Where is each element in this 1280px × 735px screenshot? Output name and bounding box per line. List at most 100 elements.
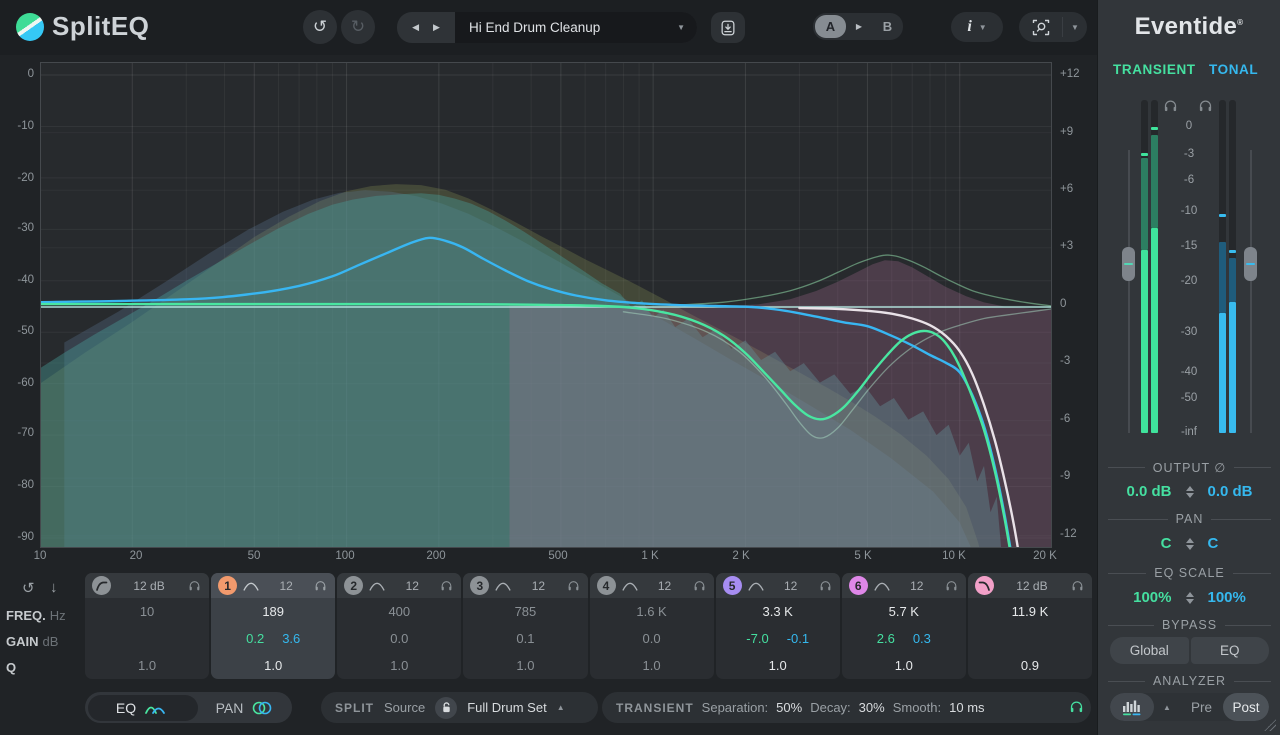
pan-tonal-value[interactable]: C xyxy=(1208,535,1219,552)
band-q-value[interactable]: 1.0 xyxy=(895,658,913,673)
band-freq-value[interactable]: 400 xyxy=(388,604,410,619)
band-3-badge[interactable]: 3 xyxy=(470,576,489,595)
solo-headphone-icon[interactable] xyxy=(313,579,328,592)
phase-invert-icon[interactable]: ∅ xyxy=(1214,461,1226,475)
band-3-header[interactable]: 3 12 xyxy=(463,573,587,598)
highpass-filter-icon[interactable] xyxy=(92,576,111,595)
tab-transient[interactable]: TRANSIENT xyxy=(1113,62,1196,77)
output-transient-value[interactable]: 0.0 dB xyxy=(1126,483,1171,500)
solo-headphone-icon[interactable] xyxy=(566,579,581,592)
slope-label[interactable]: 12 xyxy=(896,579,938,593)
source-lock-button[interactable] xyxy=(435,697,457,719)
solo-headphone-icon[interactable] xyxy=(1070,579,1085,592)
band-q-value[interactable]: 1.0 xyxy=(390,658,408,673)
band-2-header[interactable]: 2 12 xyxy=(337,573,461,598)
solo-headphone-icon[interactable] xyxy=(944,579,959,592)
ab-b-button[interactable]: B xyxy=(872,19,903,34)
redo-button[interactable]: ↻ xyxy=(341,10,375,44)
analyzer-toggle-button[interactable] xyxy=(1110,693,1154,721)
smooth-value[interactable]: 10 ms xyxy=(949,700,984,715)
band-1-column[interactable]: 1 12 189 0.23.6 1.0 xyxy=(211,573,335,679)
slope-label[interactable]: 12 xyxy=(770,579,812,593)
preset-selector[interactable]: ◀ ▶ Hi End Drum Cleanup ▼ xyxy=(397,12,697,43)
band-lp-column[interactable]: 12 dB 11.9 K 0.9 xyxy=(968,573,1092,679)
band-gain-value[interactable]: 0.0 xyxy=(390,631,408,646)
band-1-header[interactable]: 1 12 xyxy=(211,573,335,598)
slope-label[interactable]: 12 xyxy=(265,579,307,593)
slope-label[interactable]: 12 dB xyxy=(117,579,181,593)
undo-button[interactable]: ↺ xyxy=(303,10,337,44)
solo-headphone-icon[interactable] xyxy=(818,579,833,592)
band-6-badge[interactable]: 6 xyxy=(849,576,868,595)
band-6-column[interactable]: 6 12 5.7 K 2.6 0.3 1.0 xyxy=(842,573,966,679)
analyzer-pre-button[interactable]: Pre xyxy=(1180,700,1223,715)
output-link-stepper[interactable] xyxy=(1186,486,1194,498)
band-hp-column[interactable]: 12 dB 10 1.0 xyxy=(85,573,209,679)
band-gain-tonal[interactable]: -0.1 xyxy=(787,631,809,646)
reset-band-icon[interactable]: ↺ xyxy=(22,579,35,597)
slope-label[interactable]: 12 xyxy=(391,579,433,593)
bypass-eq-button[interactable]: EQ xyxy=(1191,637,1270,664)
band-freq-value[interactable]: 11.9 K xyxy=(1012,604,1049,619)
save-preset-button[interactable] xyxy=(711,12,745,43)
band-gain-transient[interactable]: 0.2 xyxy=(246,631,264,646)
window-scale-button[interactable]: ▼ xyxy=(1019,12,1087,42)
preset-prev-icon[interactable]: ◀ xyxy=(412,22,419,33)
band-q-value[interactable]: 0.9 xyxy=(1021,658,1039,673)
band-freq-value[interactable]: 10 xyxy=(140,604,154,619)
band-gain-tonal[interactable]: 3.6 xyxy=(282,631,300,646)
band-4-header[interactable]: 4 12 xyxy=(590,573,714,598)
transient-solo-headphone-icon[interactable] xyxy=(1068,699,1085,717)
transient-headphone-icon[interactable] xyxy=(1162,98,1179,113)
band-freq-value[interactable]: 5.7 K xyxy=(889,604,919,619)
tonal-headphone-icon[interactable] xyxy=(1197,98,1214,113)
ab-a-button[interactable]: A xyxy=(815,15,846,38)
band-lp-header[interactable]: 12 dB xyxy=(968,573,1092,598)
ab-copy-icon[interactable]: ▶ xyxy=(846,22,872,31)
eq-scale-tonal-value[interactable]: 100% xyxy=(1208,589,1246,606)
chevron-down-icon[interactable]: ▼ xyxy=(1063,23,1087,32)
band-freq-value[interactable]: 3.3 K xyxy=(763,604,793,619)
band-hp-header[interactable]: 12 dB xyxy=(85,573,209,598)
slope-label[interactable]: 12 dB xyxy=(1000,579,1064,593)
band-6-header[interactable]: 6 12 xyxy=(842,573,966,598)
pan-link-stepper[interactable] xyxy=(1186,538,1194,550)
band-gain-transient[interactable]: 2.6 xyxy=(877,631,895,646)
solo-headphone-icon[interactable] xyxy=(692,579,707,592)
band-freq-value[interactable]: 189 xyxy=(262,604,284,619)
band-freq-value[interactable]: 1.6 K xyxy=(636,604,666,619)
band-3-column[interactable]: 3 12 785 0.1 1.0 xyxy=(463,573,587,679)
band-2-column[interactable]: 2 12 400 0.0 1.0 xyxy=(337,573,461,679)
band-gain-tonal[interactable]: 0.3 xyxy=(913,631,931,646)
output-tonal-value[interactable]: 0.0 dB xyxy=(1208,483,1253,500)
tab-tonal[interactable]: TONAL xyxy=(1209,62,1258,77)
band-4-badge[interactable]: 4 xyxy=(597,576,616,595)
band-4-column[interactable]: 4 12 1.6 K 0.0 1.0 xyxy=(590,573,714,679)
solo-headphone-icon[interactable] xyxy=(439,579,454,592)
pan-transient-value[interactable]: C xyxy=(1161,535,1172,552)
analyzer-options-button[interactable]: ▲ xyxy=(1154,703,1180,712)
chevron-up-icon[interactable]: ▲ xyxy=(557,703,565,712)
preset-dropdown[interactable]: Hi End Drum Cleanup ▼ xyxy=(455,12,697,43)
separation-value[interactable]: 50% xyxy=(776,700,802,715)
tab-pan[interactable]: PAN xyxy=(198,700,292,716)
info-menu-button[interactable]: i ▼ xyxy=(951,12,1003,42)
band-q-value[interactable]: 1.0 xyxy=(516,658,534,673)
eq-scale-transient-value[interactable]: 100% xyxy=(1133,589,1171,606)
band-gain-value[interactable]: 0.1 xyxy=(516,631,534,646)
preset-next-icon[interactable]: ▶ xyxy=(433,22,440,33)
collapse-strip-icon[interactable]: ↓ xyxy=(50,579,58,596)
eq-scale-link-stepper[interactable] xyxy=(1186,592,1194,604)
bypass-global-button[interactable]: Global xyxy=(1110,637,1189,664)
band-5-column[interactable]: 5 12 3.3 K -7.0-0.1 1.0 xyxy=(716,573,840,679)
eq-curve-display[interactable] xyxy=(40,62,1052,548)
band-q-value[interactable]: 1.0 xyxy=(643,658,661,673)
lowpass-filter-icon[interactable] xyxy=(975,576,994,595)
band-5-header[interactable]: 5 12 xyxy=(716,573,840,598)
band-5-badge[interactable]: 5 xyxy=(723,576,742,595)
slope-label[interactable]: 12 xyxy=(517,579,559,593)
slope-label[interactable]: 12 xyxy=(644,579,686,593)
band-gain-transient[interactable]: -7.0 xyxy=(746,631,768,646)
band-1-badge[interactable]: 1 xyxy=(218,576,237,595)
band-2-badge[interactable]: 2 xyxy=(344,576,363,595)
